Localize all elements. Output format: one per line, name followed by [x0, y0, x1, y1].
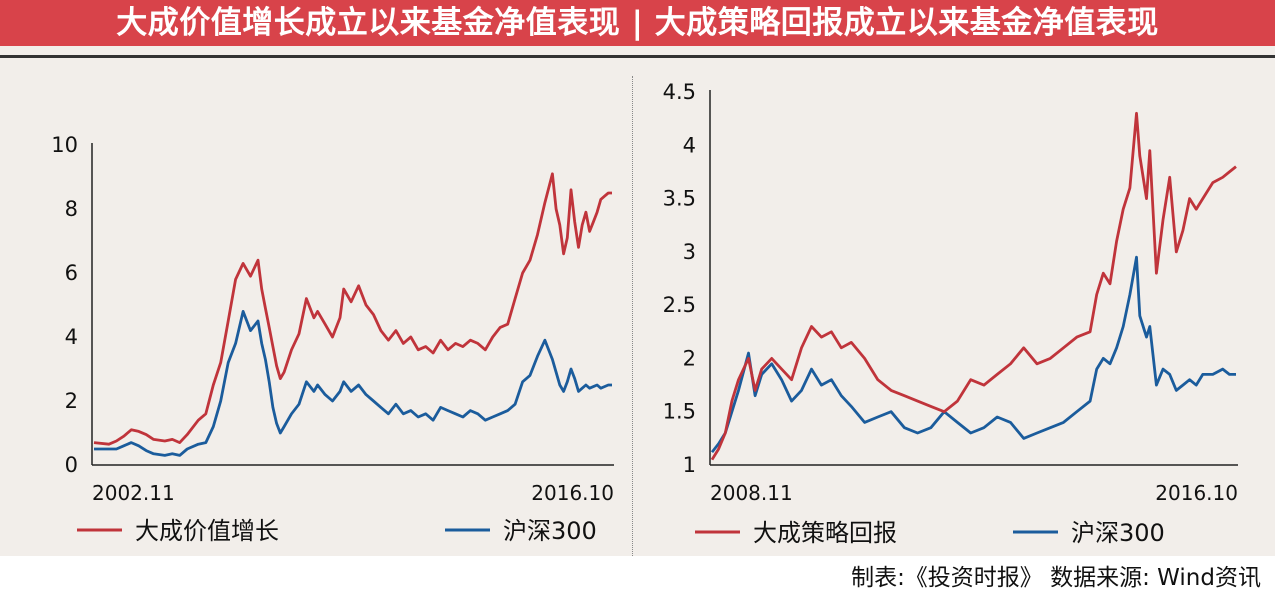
chart2-y-tick-label: 4	[683, 133, 696, 157]
chart2-y-tick-label: 1.5	[663, 400, 696, 424]
chart2-x-start-label: 2008.11	[710, 481, 793, 505]
chart1-series-line-fund	[93, 172, 612, 446]
chart1-legend-label-fund: 大成价值增长	[135, 517, 279, 545]
chart1-y-tick-label: 4	[65, 325, 78, 349]
chart2-y-tick-label: 2	[683, 346, 696, 370]
chart2-y-tick-label: 4.5	[663, 80, 696, 104]
chart2-y-tick-label: 3	[683, 240, 696, 264]
chart1-x-end-label: 2016.10	[531, 481, 614, 505]
chart2-legend-label-fund: 大成策略回报	[753, 519, 897, 547]
chart2-y-tick-label: 3.5	[663, 187, 696, 211]
chart1-x-start-label: 2002.11	[92, 481, 175, 505]
chart2-series-line-fund	[710, 111, 1237, 461]
chart1-legend-label-index: 沪深300	[503, 517, 597, 545]
source-credit: 制表:《投资时报》 数据来源: Wind资讯	[851, 565, 1261, 591]
panel-divider	[632, 76, 633, 556]
chart1-y-tick-label: 2	[65, 389, 78, 413]
title-rule	[0, 55, 1275, 58]
chart2-legend-label-index: 沪深300	[1071, 519, 1165, 547]
chart1-y-tick-label: 10	[51, 133, 78, 157]
chart2-y-tick-label: 1	[683, 453, 696, 477]
chart1-series-line-index	[94, 309, 612, 457]
footer-strip	[0, 556, 1275, 598]
chart2-x-end-label: 2016.10	[1155, 481, 1238, 505]
chart1-y-tick-label: 0	[65, 453, 78, 477]
chart2-series-line-index	[710, 255, 1236, 454]
chart1-y-tick-label: 6	[65, 261, 78, 285]
chart2-y-tick-label: 2.5	[663, 293, 696, 317]
page-title: 大成价值增长成立以来基金净值表现 | 大成策略回报成立以来基金净值表现	[0, 0, 1275, 46]
chart1-y-tick-label: 8	[65, 197, 78, 221]
